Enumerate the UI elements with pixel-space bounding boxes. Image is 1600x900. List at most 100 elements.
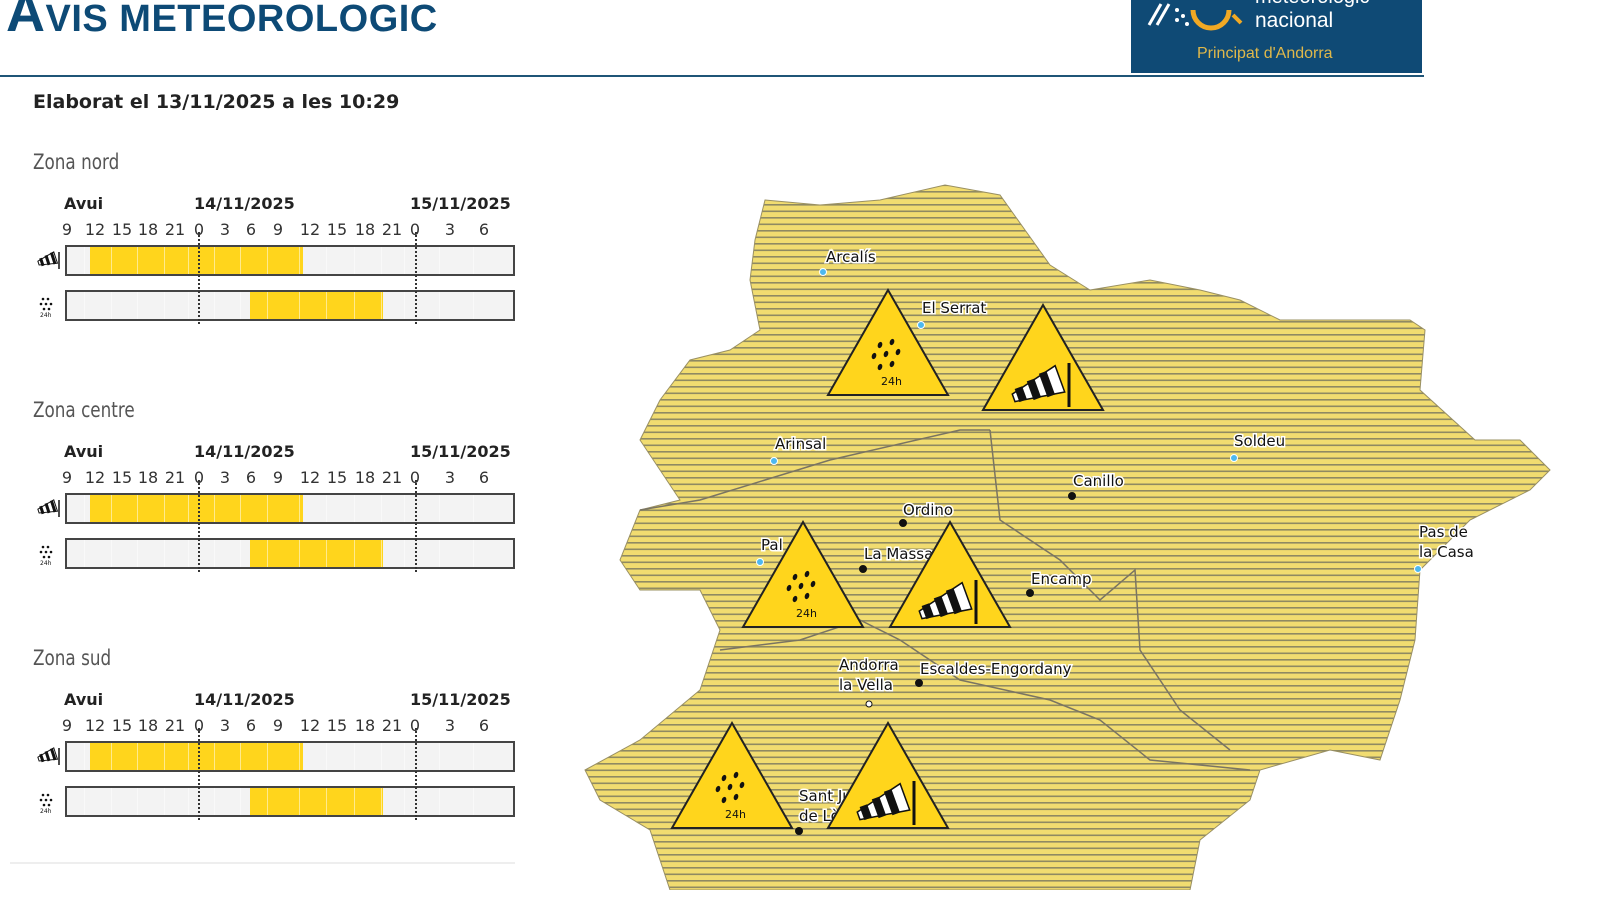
zone-name: Zona sud [33,646,112,670]
grid-line [214,540,215,567]
midnight-line [415,480,417,572]
grid-line [381,788,382,815]
grid-line [473,743,474,770]
warning-period [89,495,304,522]
wind-warning-sign[interactable] [826,720,950,829]
grid-line [473,247,474,274]
grid-line [299,788,300,815]
grid-line [137,788,138,815]
grid-line [439,495,440,522]
rain-icon [786,570,816,603]
town-label: Pal [761,536,783,554]
grid-line [240,743,241,770]
grid-line [299,292,300,319]
town-label: la Vella [839,676,893,694]
town-marker [770,457,778,465]
hour-tick: 6 [478,468,490,487]
town-label: Canillo [1073,472,1124,490]
hour-tick: 9 [272,468,284,487]
hour-tick: 6 [245,716,257,735]
grid-line [381,743,382,770]
hour-tick: 15 [326,716,348,735]
town-marker [795,827,803,835]
hour-tick: 12 [84,716,106,735]
hour-tick: 6 [478,220,490,239]
windsock-icon [36,746,62,770]
grid-line [84,292,85,319]
grid-line [473,788,474,815]
grid-line [111,540,112,567]
rain-24h-icon: 24h [36,543,56,571]
grid-line [188,788,189,815]
grid-line [137,292,138,319]
grid-line [164,292,165,319]
rain-timeline-bar [65,290,515,321]
hour-tick: 3 [444,468,456,487]
grid-line [240,247,241,274]
hour-tick: 3 [444,220,456,239]
hour-tick: 18 [137,220,159,239]
rain-warning-sign[interactable]: 24h [826,287,950,396]
day-label: Avui [64,194,104,213]
duration-label: 24h [725,808,746,821]
grid-line [404,743,405,770]
grid-line [354,495,355,522]
grid-line [188,743,189,770]
hour-tick: 9 [61,468,73,487]
grid-line [267,540,268,567]
grid-line [404,495,405,522]
grid-line [381,540,382,567]
town-marker [1026,589,1034,597]
hour-tick: 12 [299,716,321,735]
windsock-icon [918,580,978,624]
svg-text:24h: 24h [40,808,52,815]
hour-tick: 18 [354,468,376,487]
grid-line [326,292,327,319]
rain-warning-sign[interactable]: 24h [670,720,794,829]
title-rest: VIS METEOROLOGIC [45,0,438,40]
grid-line [111,743,112,770]
day-label: 15/11/2025 [410,194,511,213]
day-label: 15/11/2025 [410,690,511,709]
windsock-icon [856,781,916,825]
hour-tick: 12 [84,468,106,487]
grid-line [473,540,474,567]
hour-tick: 15 [111,468,133,487]
grid-line [214,495,215,522]
grid-line [164,788,165,815]
day-label: 14/11/2025 [194,194,295,213]
zone-1: Zona nord Avui 14/11/2025 15/11/2025 9 12 15 18… [0,150,540,404]
grid-line [267,247,268,274]
grid-line [214,247,215,274]
day-label: 15/11/2025 [410,442,511,461]
hour-tick: 21 [381,468,403,487]
wind-warning-sign[interactable] [888,519,1012,628]
midnight-line [198,728,200,820]
grid-line [137,247,138,274]
grid-line [439,788,440,815]
grid-line [326,247,327,274]
hour-tick: 9 [61,220,73,239]
hour-tick: 21 [381,220,403,239]
town-marker [756,558,764,566]
windsock-icon [36,250,62,274]
grid-line [84,743,85,770]
grid-line [240,788,241,815]
rain-timeline-bar [65,786,515,817]
grid-line [354,743,355,770]
hour-tick: 18 [137,716,159,735]
grid-line [188,292,189,319]
grid-line [240,540,241,567]
grid-line [84,247,85,274]
hour-tick: 0 [193,716,205,735]
town-markers: Arcalís El Serrat Arinsal Soldeu Canillo Ordi… [756,247,1475,835]
rain-warning-sign[interactable]: 24h [741,519,865,628]
hour-tick: 15 [326,468,348,487]
rain-24h-icon: 24h [36,791,56,819]
wind-warning-sign[interactable] [981,302,1105,411]
grid-line [164,247,165,274]
hour-tick: 12 [84,220,106,239]
warning-period [249,540,384,567]
grid-line [404,788,405,815]
grid-line [381,247,382,274]
